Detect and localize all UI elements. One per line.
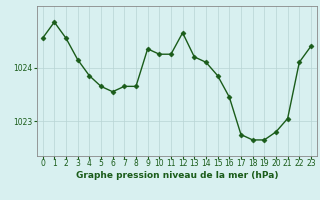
X-axis label: Graphe pression niveau de la mer (hPa): Graphe pression niveau de la mer (hPa) [76, 171, 278, 180]
